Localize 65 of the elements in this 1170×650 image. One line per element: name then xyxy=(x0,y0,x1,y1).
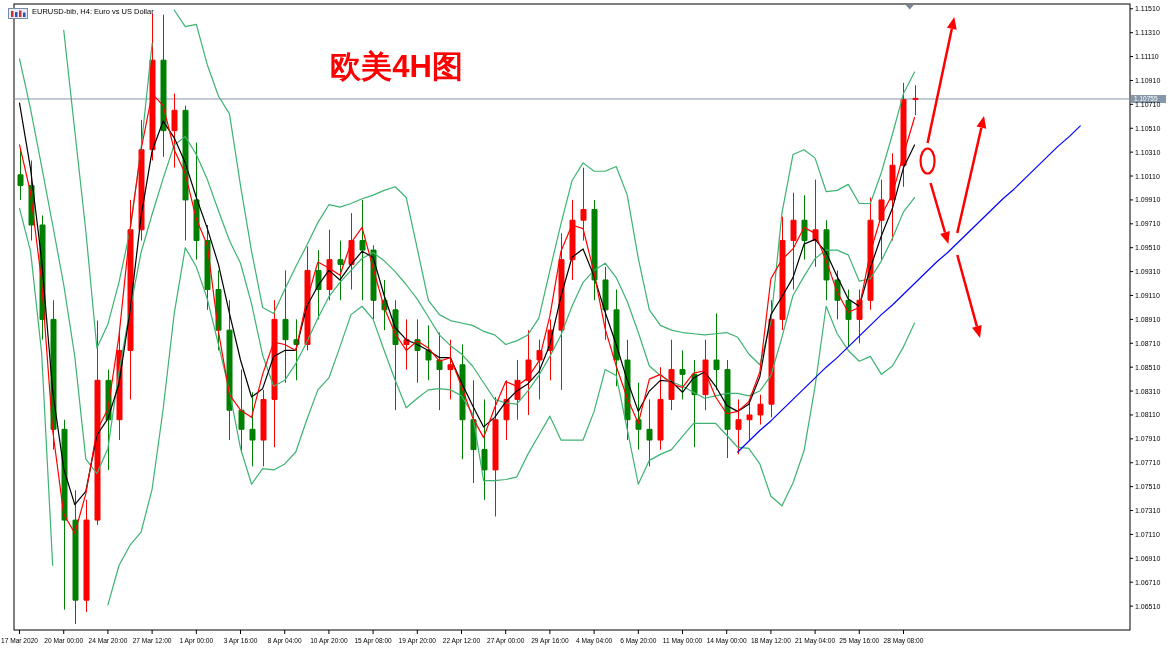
candlestick xyxy=(713,312,720,391)
candlestick xyxy=(878,179,885,261)
candlestick xyxy=(348,212,355,291)
candlestick xyxy=(260,389,267,467)
candlestick xyxy=(867,197,874,311)
candlestick xyxy=(912,84,919,116)
candlestick xyxy=(635,382,642,451)
candlestick xyxy=(271,299,278,448)
candlestick xyxy=(392,299,399,411)
candlestick xyxy=(304,246,311,351)
candlestick xyxy=(326,229,333,301)
candlestick xyxy=(94,320,101,526)
candlestick xyxy=(447,339,454,400)
candlestick xyxy=(580,167,587,242)
candlestick xyxy=(514,359,521,421)
candlestick xyxy=(845,289,852,348)
candlestick xyxy=(801,194,808,261)
candlestick xyxy=(359,199,366,301)
candlestick xyxy=(492,396,499,518)
candlestick xyxy=(657,366,664,451)
candlestick xyxy=(127,199,134,400)
candlestick xyxy=(337,240,344,301)
candlestick xyxy=(17,149,24,201)
candlestick xyxy=(193,142,200,261)
candlestick xyxy=(503,379,510,441)
candlestick xyxy=(138,119,145,242)
candlestick xyxy=(72,489,79,625)
candlestick xyxy=(282,269,289,384)
candlestick xyxy=(591,199,598,301)
text: 欧美4H图 xyxy=(330,49,464,84)
candlestick xyxy=(215,269,222,351)
candlestick xyxy=(779,216,786,331)
candlestick xyxy=(812,179,819,268)
candlestick xyxy=(613,289,620,387)
candlestick xyxy=(757,394,764,426)
candlestick xyxy=(624,339,631,441)
candlestick xyxy=(889,152,896,242)
candlestick xyxy=(481,398,488,501)
candlestick xyxy=(569,199,576,281)
candlestick xyxy=(856,289,863,344)
candlestick xyxy=(679,349,686,400)
candlestick xyxy=(646,398,653,467)
candlestick xyxy=(602,266,609,341)
candlestick xyxy=(724,359,731,459)
candlestick xyxy=(249,391,256,467)
candlestick xyxy=(160,14,167,158)
candlestick xyxy=(425,324,432,381)
candlestick xyxy=(536,339,543,400)
line-series xyxy=(737,125,1081,453)
candlestick xyxy=(315,249,322,320)
candlestick xyxy=(790,192,797,291)
candlestick xyxy=(226,299,233,441)
candlestick xyxy=(702,339,709,411)
candlestick xyxy=(470,379,477,484)
candlestick xyxy=(61,419,68,611)
candlestick xyxy=(558,232,565,391)
candlestick xyxy=(525,329,532,416)
candlestick xyxy=(691,359,698,448)
candlestick xyxy=(668,339,675,411)
candlestick xyxy=(735,398,742,455)
candlestick xyxy=(182,105,189,242)
candlestick xyxy=(293,318,300,381)
candlestick xyxy=(768,299,775,418)
candlestick xyxy=(436,332,443,411)
candlestick xyxy=(403,318,410,371)
